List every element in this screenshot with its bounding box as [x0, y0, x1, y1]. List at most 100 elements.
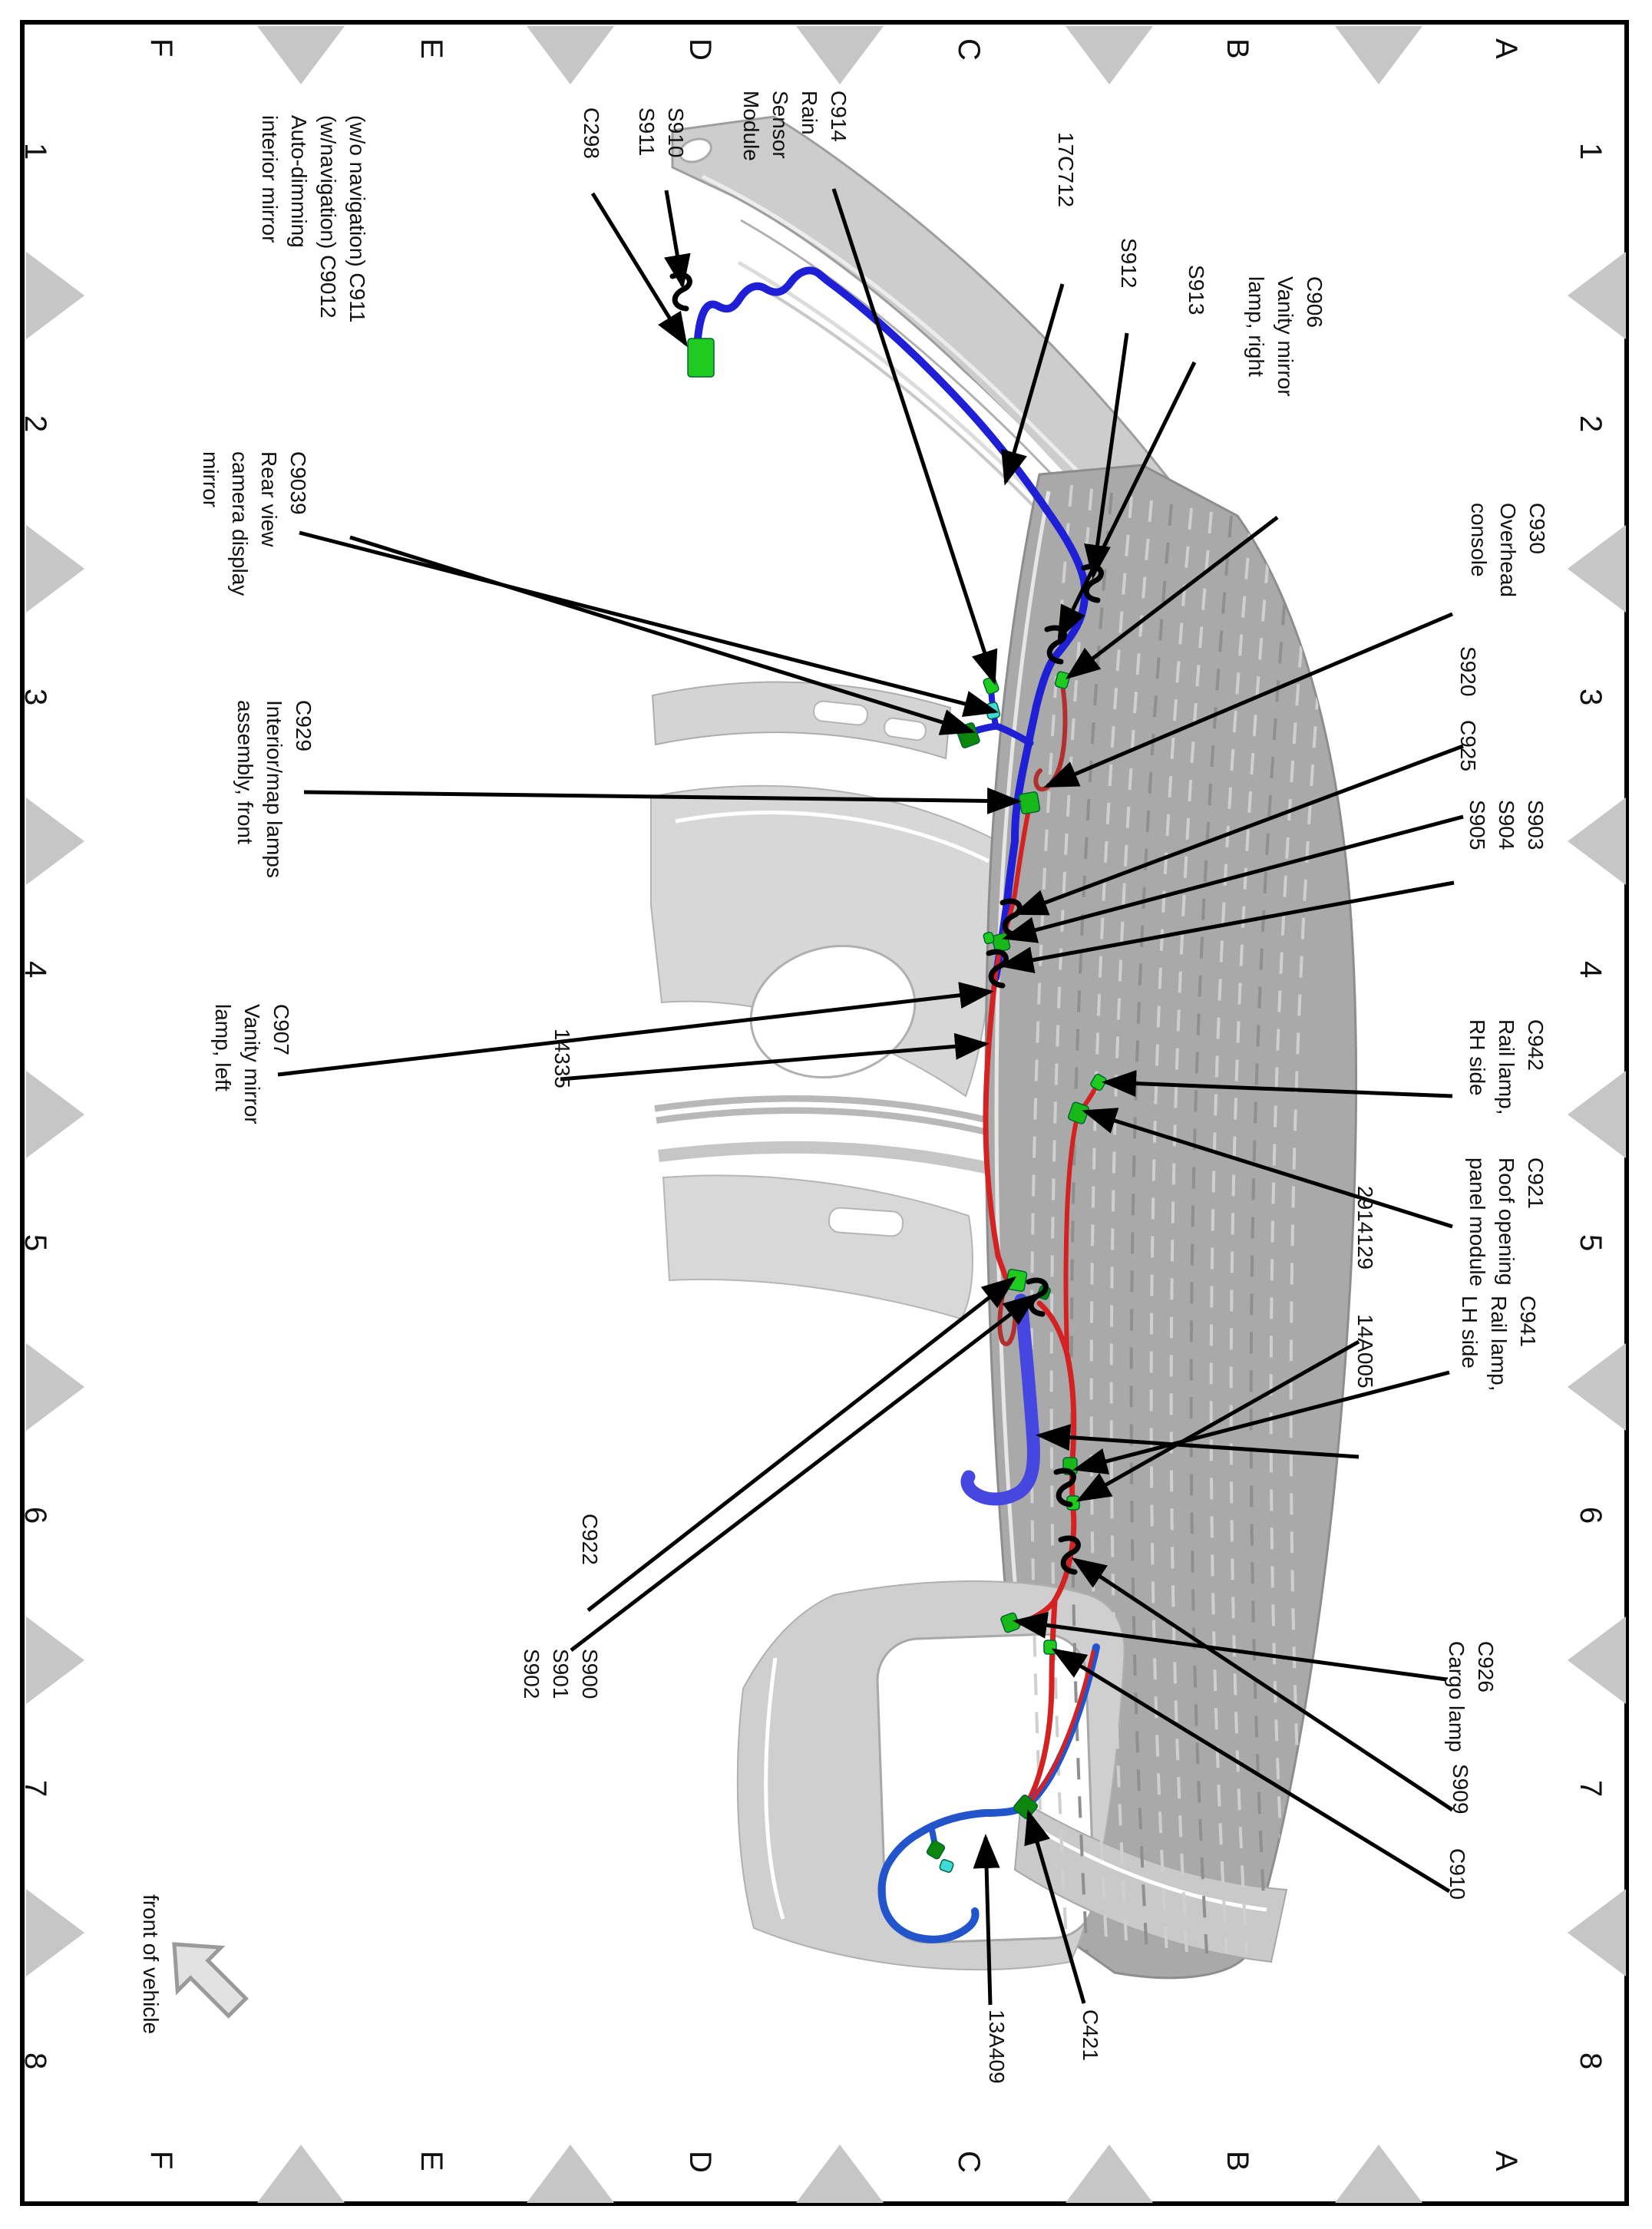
grid-number-right-4: 4 — [1574, 961, 1607, 978]
leader-c914-rain-sensor-module — [831, 188, 998, 685]
grid-letter-top-B-line: B — [1221, 38, 1254, 59]
leader-c906-vanity-mirror-lamp-right — [1066, 516, 1279, 680]
diagram-label-s903-s904-s905-line: S903 — [1524, 800, 1548, 850]
diagram-label-c911-c9012-auto-dimming-interior-mirror: (w/o navigation) C911 (w/navigation) C901… — [255, 115, 372, 322]
leader-s903-s904-s905 — [999, 880, 1455, 973]
diagram-label-c921-roof-opening-panel-module: C921 Roof opening panel module — [1462, 1157, 1550, 1286]
triangle-top — [257, 26, 345, 84]
diagram-label-c907-vanity-mirror-lamp-left-line: lamp, left — [211, 1004, 235, 1091]
grid-letter-bottom-D: D — [683, 2151, 717, 2173]
diagram-label-s912-line: S912 — [1117, 238, 1141, 289]
diagram-label-c941-rail-lamp-lh-side: C941 Rail lamp, LH side — [1455, 1296, 1542, 1391]
leader-14a005 — [1036, 1424, 1360, 1459]
diagram-label-c929-interior-map-lamps-assembly-front-line: C929 — [292, 700, 316, 751]
grid-number-right-8: 8 — [1574, 2052, 1607, 2069]
grid-number-right-3-line: 3 — [1574, 689, 1607, 706]
leader-s909 — [1071, 1557, 1454, 1812]
header-streak-3 — [740, 219, 1115, 539]
grid-letter-top-F-line: F — [144, 38, 178, 58]
leader-c421 — [1024, 1809, 1086, 2004]
triangle-top — [527, 26, 614, 84]
diagram-label-c906-vanity-mirror-lamp-right: C906 Vanity mirror lamp, right — [1241, 276, 1329, 397]
leader-s900-s901-s902 — [570, 1293, 1038, 1652]
triangle-right — [1568, 1616, 1626, 1704]
diagram-label-14a005-line: 14A005 — [1353, 1314, 1377, 1389]
diagram-label-c906-vanity-mirror-lamp-right-line: C906 — [1303, 276, 1327, 328]
triangle-right — [1568, 1343, 1626, 1431]
grid-number-right-1: 1 — [1574, 143, 1607, 160]
apillar-hole — [679, 137, 712, 163]
grid-number-left-5-line: 5 — [18, 1234, 52, 1252]
triangle-left — [26, 797, 84, 885]
triangle-bottom — [796, 2145, 884, 2203]
grid-number-right-5-line: 5 — [1574, 1234, 1607, 1252]
diagram-label-s903-s904-s905: S903 S904 S905 — [1462, 800, 1550, 850]
grid-letter-bottom-F-line: F — [144, 2151, 178, 2170]
grid-letter-bottom-B: B — [1221, 2151, 1254, 2171]
diagram-label-c421: C421 — [1075, 2009, 1105, 2061]
diagram-label-c914-rain-sensor-module-line: C914 — [827, 91, 851, 142]
roof-rib — [1089, 496, 1133, 1954]
diagram-label-s920: S920 — [1453, 646, 1482, 696]
diagram-label-c941-rail-lamp-lh-side-line: LH side — [1458, 1296, 1482, 1369]
c929-connector — [1018, 791, 1041, 815]
triangle-bottom — [1335, 2145, 1422, 2203]
diagram-label-c942-rail-lamp-rh-side: C942 Rail lamp, RH side — [1462, 1019, 1550, 1114]
red-bottom-run — [1028, 1649, 1095, 1805]
diagram-label-c930-overhead-console: C930 Overhead console — [1464, 503, 1551, 597]
diagram-label-s910-s911-line: S910 — [664, 107, 688, 158]
triangle-left — [26, 1343, 84, 1431]
diagram-label-c9039-rear-view-camera-display-mirror-line: Rear view — [257, 451, 281, 547]
leader-c930-overhead-console — [1043, 612, 1453, 788]
roof-rib — [1109, 500, 1153, 1954]
grid-number-right-6-line: 6 — [1574, 1507, 1607, 1524]
grid-letter-bottom-F: F — [144, 2151, 178, 2169]
grid-number-left-3-line: 3 — [18, 689, 52, 706]
grid-number-right-5: 5 — [1574, 1234, 1607, 1251]
grid-number-right-1-line: 1 — [1574, 143, 1607, 160]
diagram-label-c911-c9012-auto-dimming-interior-mirror-line: interior mirror — [258, 115, 282, 243]
diagram-label-13a409-line: 13A409 — [985, 2009, 1009, 2084]
grid-letter-bottom-B-line: B — [1221, 2151, 1254, 2171]
grid-letter-bottom-C-line: C — [952, 2151, 986, 2173]
leader-c925 — [1002, 814, 1464, 943]
diagram-label-c906-vanity-mirror-lamp-right-line: lamp, right — [1244, 276, 1268, 377]
leader-c926-cargo-lamp — [1013, 1612, 1447, 1682]
diagram-label-s910-s911-line: S911 — [635, 107, 659, 157]
grid-number-left-2: 2 — [18, 415, 52, 432]
roof-panel-ribs — [1029, 484, 1333, 1954]
leader-c941-rail-lamp-lh-side — [1072, 1370, 1450, 1474]
diagram-label-2914129-line: 2914129 — [1353, 1186, 1377, 1270]
diagram-label-17c712-line: 17C712 — [1054, 132, 1078, 208]
diagram-label-s920-line: S920 — [1456, 646, 1480, 697]
red-main-harness — [983, 976, 1018, 1286]
quarter-streak — [675, 811, 990, 864]
diagram-label-c9039-rear-view-camera-display-mirror-line: mirror — [199, 451, 223, 508]
diagram-label-c941-rail-lamp-lh-side-line: C941 — [1516, 1296, 1540, 1347]
triangle-top — [1066, 26, 1153, 84]
triangle-left — [26, 1616, 84, 1704]
triangle-bottom — [527, 2145, 614, 2203]
grid-letter-bottom-A: A — [1489, 2151, 1523, 2171]
s909-clip — [1058, 1535, 1081, 1575]
diagram-label-s900-s901-s902-line: S902 — [520, 1649, 544, 1699]
triangle-top — [796, 26, 884, 84]
triangle-left — [26, 1889, 84, 1976]
grid-letter-top-E: E — [415, 38, 448, 59]
diagram-label-c941-rail-lamp-lh-side-line: Rail lamp, — [1487, 1296, 1511, 1392]
grid-letter-bottom-E-line: E — [415, 2151, 448, 2171]
roof-rib — [1269, 530, 1313, 1954]
diagram-label-c930-overhead-console-line: C930 — [1525, 503, 1549, 554]
thick-blue-trunk — [960, 1293, 1040, 1506]
leader-c929-interior-map-lamps-assembly-front — [303, 787, 1022, 814]
leader-c921-roof-opening-panel-module — [1082, 1108, 1453, 1229]
roof-rib — [1069, 492, 1113, 1954]
diagram-label-s900-s901-s902-line: S900 — [578, 1649, 602, 1699]
c925-small-connector — [983, 931, 995, 945]
diagram-label-c942-rail-lamp-rh-side-line: C942 — [1524, 1019, 1548, 1071]
diagram-label-s913-line: S913 — [1184, 265, 1208, 315]
diagram-label-c9039-rear-view-camera-display-mirror-line: camera display — [228, 451, 252, 596]
front-of-vehicle-arrow — [172, 1942, 249, 2019]
